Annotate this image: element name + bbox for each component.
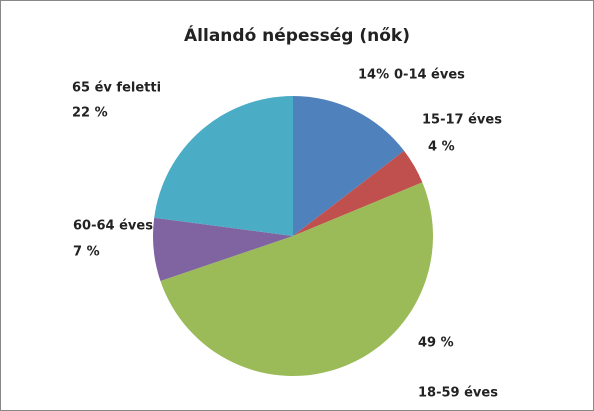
category-label: 18-59 éves [418,386,498,401]
pie-slice [293,150,423,236]
category-label: 65 év feletti [72,81,161,96]
pie-slice [293,96,405,236]
chart-title: Állandó népesség (nők) [184,24,410,46]
pie-slice [154,96,293,236]
value-label: 4 % [428,140,455,155]
value-label: 14% [358,68,389,83]
value-label: 49 % [418,336,454,351]
category-label: 0-14 éves [394,68,465,83]
pie-slice [152,217,293,282]
category-label: 15-17 éves [422,113,502,128]
value-label: 22 % [72,106,108,121]
category-label: 60-64 éves [73,219,153,234]
pie-slice [160,182,433,376]
value-label: 7 % [73,245,100,260]
